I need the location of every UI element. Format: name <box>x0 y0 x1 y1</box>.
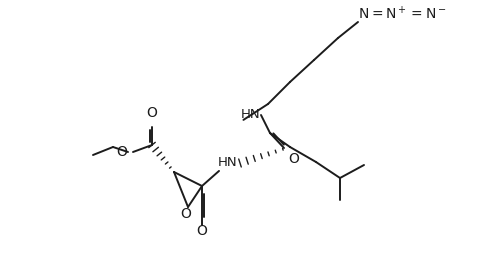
Text: N$=$N$^+$$=$N$^-$: N$=$N$^+$$=$N$^-$ <box>358 5 447 23</box>
Text: HN: HN <box>218 156 238 170</box>
Text: O: O <box>181 207 191 221</box>
Text: O: O <box>288 152 299 166</box>
Text: O: O <box>116 145 127 159</box>
Text: HN: HN <box>241 108 261 122</box>
Text: O: O <box>146 106 158 120</box>
Text: O: O <box>197 224 207 238</box>
